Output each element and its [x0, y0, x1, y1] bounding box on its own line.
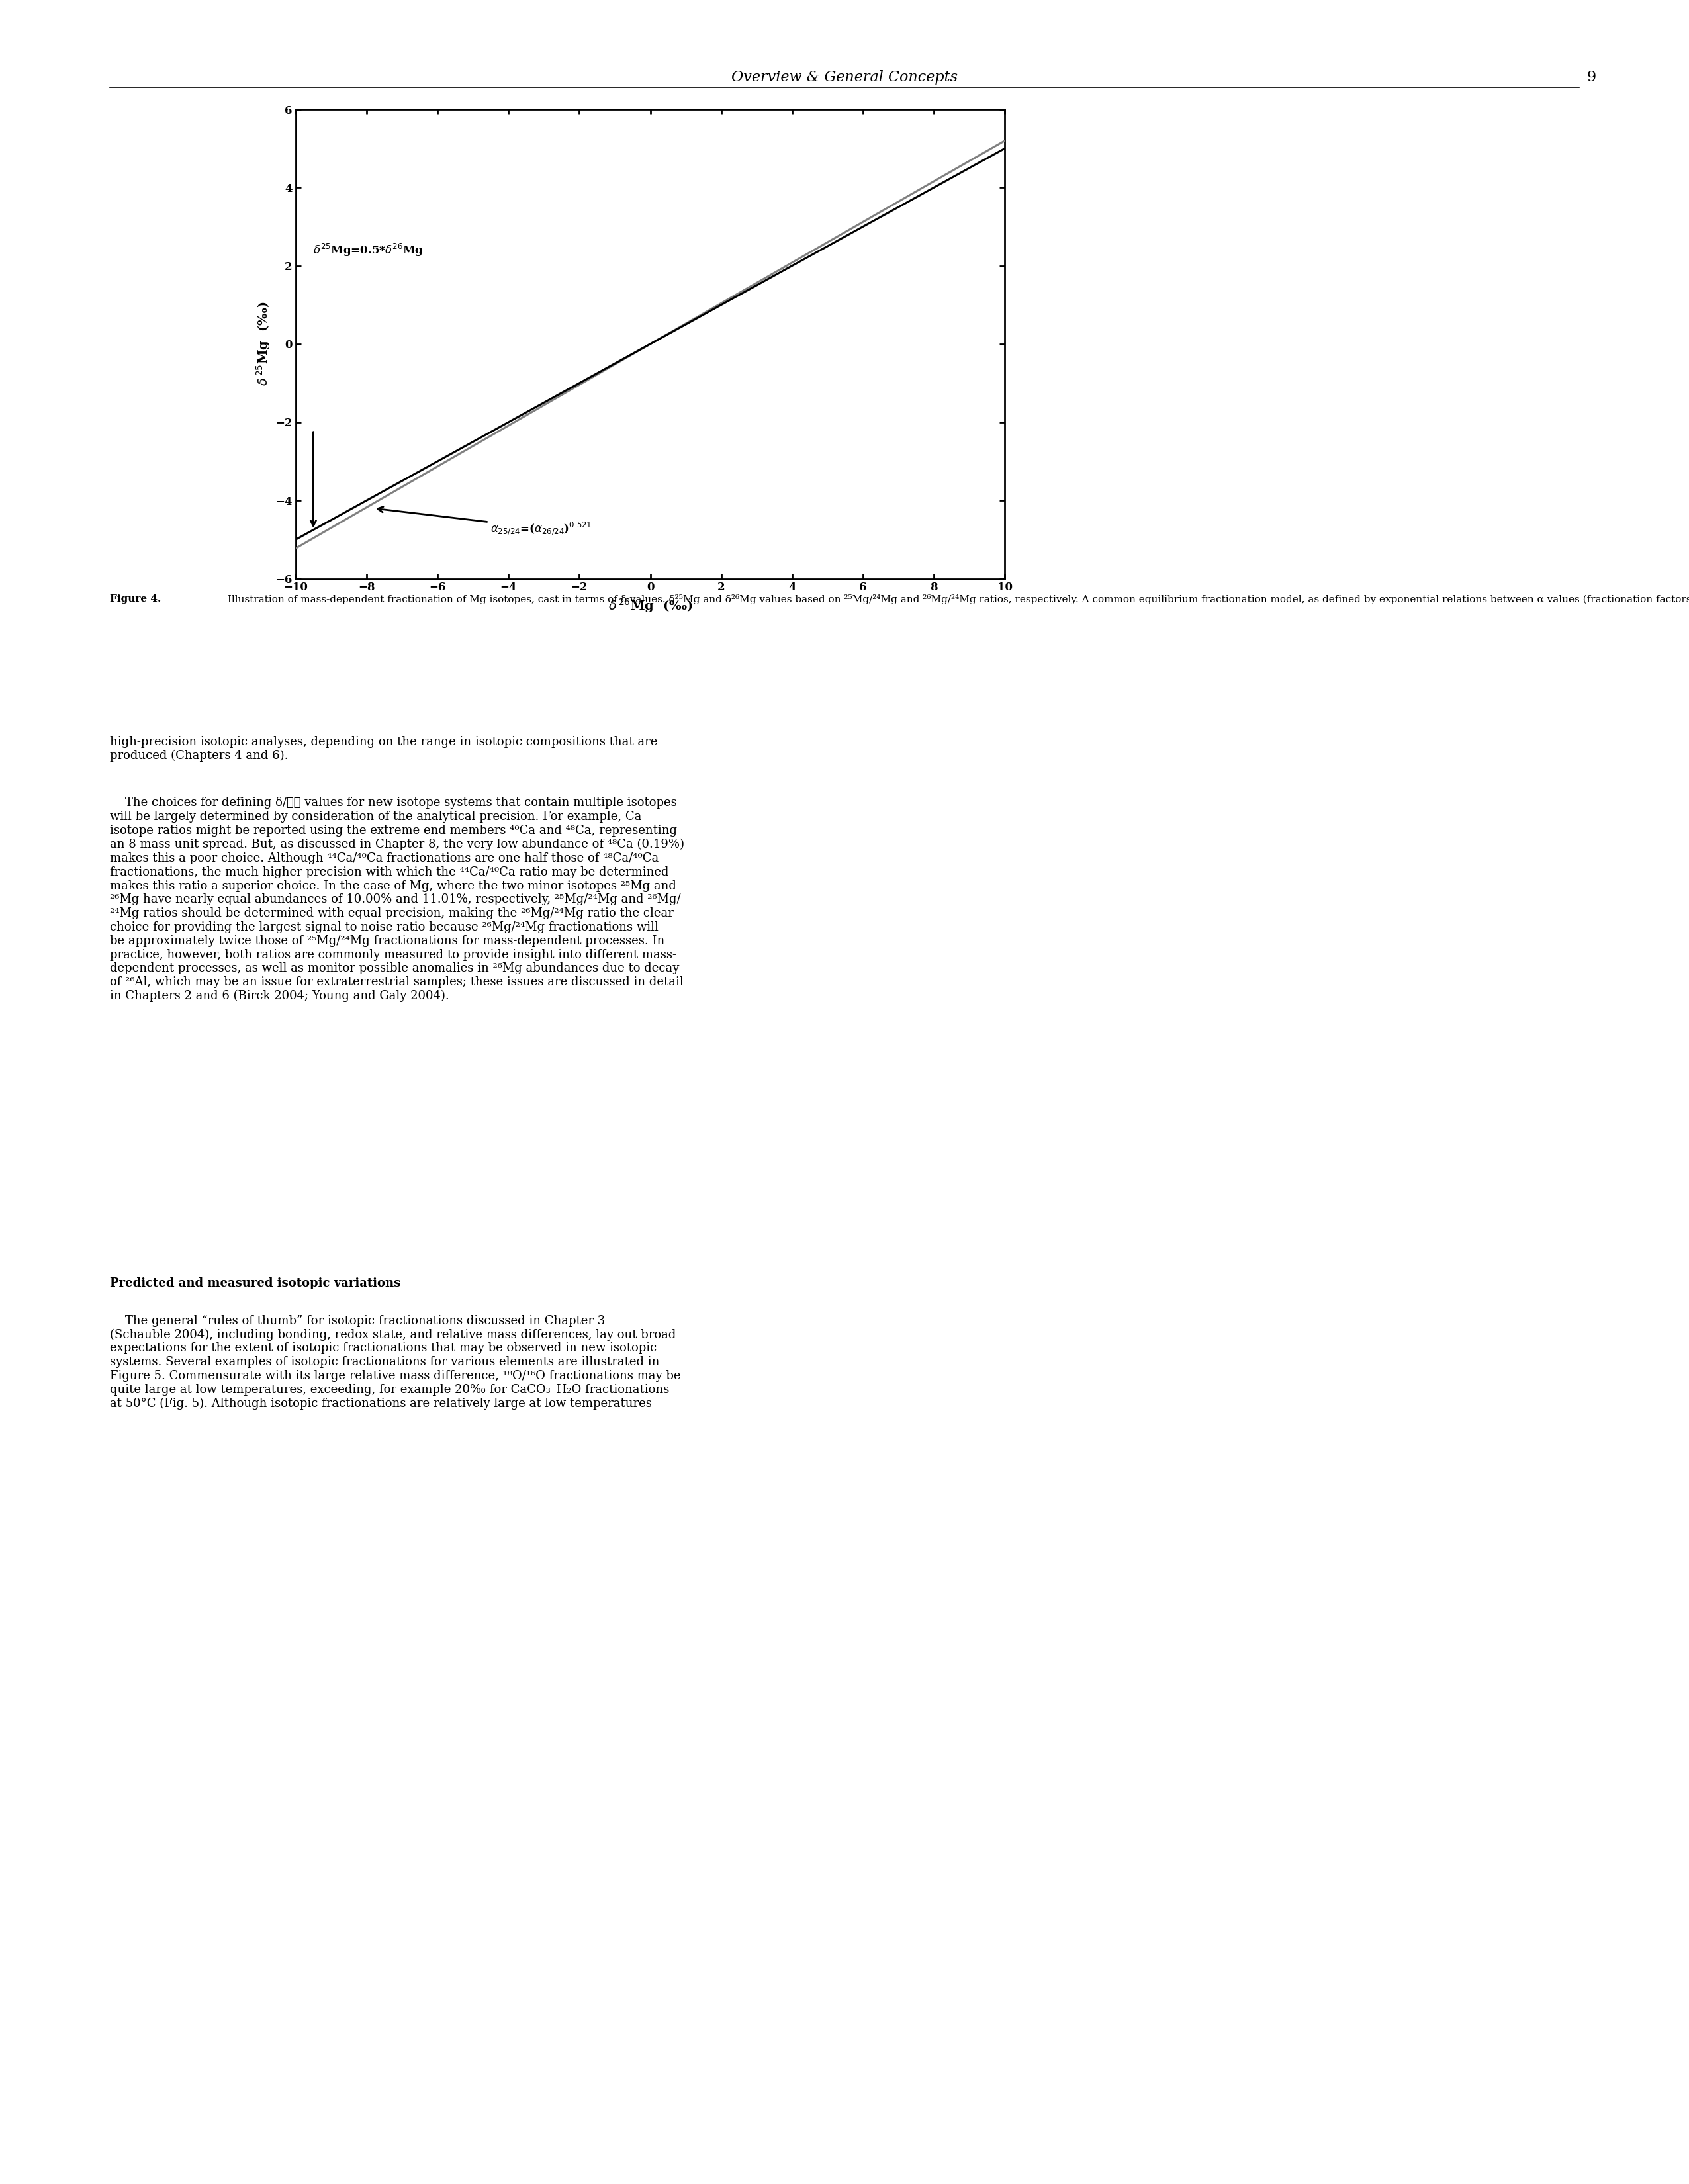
Text: Overview & General Concepts: Overview & General Concepts — [731, 70, 958, 85]
Text: $\delta^{25}$Mg=0.5*$\delta^{26}$Mg: $\delta^{25}$Mg=0.5*$\delta^{26}$Mg — [314, 242, 424, 258]
Y-axis label: $\delta\,^{25}$Mg  (‰): $\delta\,^{25}$Mg (‰) — [255, 301, 272, 387]
Text: The choices for defining δ∕ values for new isotope systems that contain multip: The choices for defining δ∕ values for… — [110, 797, 684, 1002]
Text: high-precision isotopic analyses, depending on the range in isotopic composition: high-precision isotopic analyses, depend… — [110, 736, 657, 762]
Text: Illustration of mass-dependent fractionation of Mg isotopes, cast in terms of δ : Illustration of mass-dependent fractiona… — [225, 594, 1689, 605]
Text: Figure 4.: Figure 4. — [110, 594, 160, 603]
X-axis label: $\delta\,^{26}$Mg  (‰): $\delta\,^{26}$Mg (‰) — [608, 596, 692, 614]
Text: $\alpha_{25/24}$=($\alpha_{26/24}$)$^{0.521}$: $\alpha_{25/24}$=($\alpha_{26/24}$)$^{0.… — [377, 507, 593, 537]
Text: The general “rules of thumb” for isotopic fractionations discussed in Chapter 3
: The general “rules of thumb” for isotopi… — [110, 1315, 681, 1409]
Text: 9: 9 — [1586, 70, 1596, 85]
Text: Predicted and measured isotopic variations: Predicted and measured isotopic variatio… — [110, 1278, 400, 1289]
